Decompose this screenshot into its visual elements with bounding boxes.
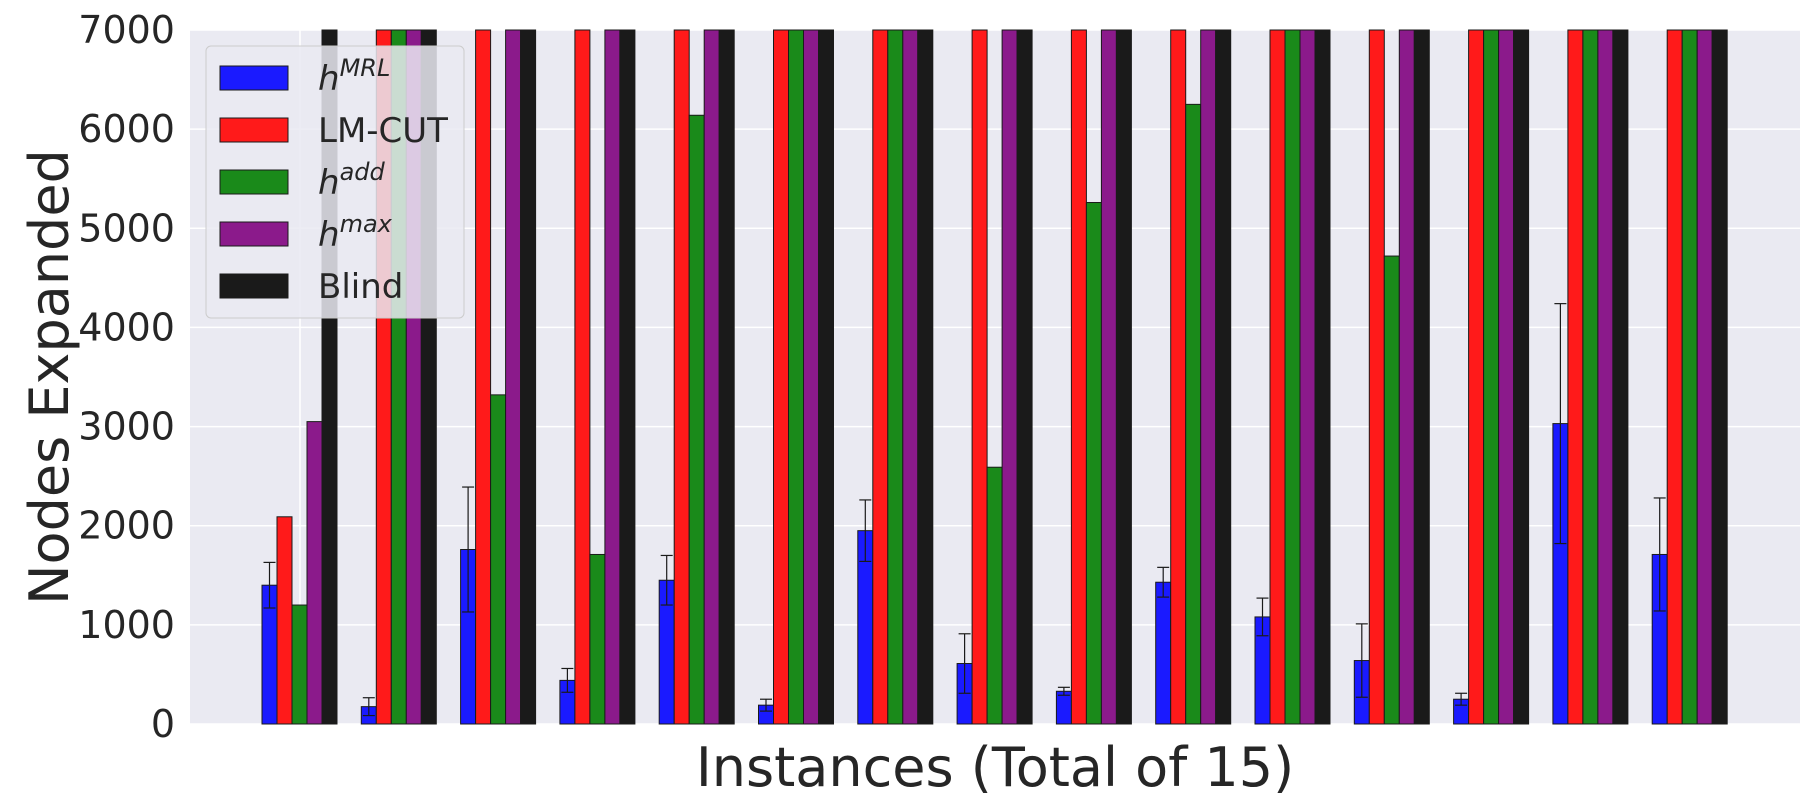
bar-max-4 — [604, 29, 621, 725]
bar-blind-11 — [1314, 29, 1331, 725]
legend-swatch-add — [219, 169, 289, 195]
bar-mrl-9 — [1055, 690, 1072, 725]
bar-add-14 — [1582, 29, 1599, 725]
legend-swatch-blind — [219, 273, 289, 299]
y-tick-label: 0 — [151, 702, 175, 746]
bar-add-4 — [589, 553, 606, 725]
bar-add-9 — [1085, 202, 1102, 725]
bar-blind-15 — [1711, 29, 1728, 725]
bar-max-12 — [1398, 29, 1415, 725]
bar-add-12 — [1383, 255, 1400, 725]
bar-max-9 — [1100, 29, 1117, 725]
bar-blind-13 — [1513, 29, 1530, 725]
bar-lm-cut-4 — [574, 29, 591, 725]
x-axis-label: Instances (Total of 15) — [696, 736, 1294, 799]
bar-blind-5 — [718, 29, 735, 725]
bar-max-13 — [1498, 29, 1515, 725]
y-tick-label: 7000 — [78, 8, 175, 52]
legend-label-max: hmax — [318, 210, 393, 255]
bar-add-3 — [490, 394, 507, 725]
bar-add-13 — [1483, 29, 1500, 725]
bar-lm-cut-14 — [1567, 29, 1584, 725]
bar-add-5 — [688, 114, 705, 725]
bar-lm-cut-8 — [971, 29, 988, 725]
bar-blind-7 — [917, 29, 934, 725]
legend-label-blind: Blind — [318, 267, 403, 307]
error-bars-group — [263, 303, 1666, 717]
bar-mrl-10 — [1155, 581, 1172, 725]
bar-max-10 — [1200, 29, 1217, 725]
bar-max-11 — [1299, 29, 1316, 725]
bars-group — [261, 29, 1728, 725]
bar-lm-cut-10 — [1170, 29, 1187, 725]
bar-blind-6 — [818, 29, 834, 725]
legend-label-lm-cut: LM-CUT — [318, 111, 448, 151]
bar-add-6 — [788, 29, 804, 725]
bar-blind-8 — [1016, 29, 1033, 725]
legend-label-mrl: hMRL — [318, 54, 390, 99]
bar-lm-cut-5 — [673, 29, 690, 725]
bar-lm-cut-15 — [1666, 29, 1683, 725]
y-tick-label: 1000 — [78, 603, 175, 647]
bar-add-1 — [291, 604, 308, 725]
legend-swatch-lm-cut — [219, 117, 289, 143]
y-tick-label: 6000 — [78, 107, 175, 151]
y-tick-label: 5000 — [78, 206, 175, 250]
y-tick-label: 2000 — [78, 504, 175, 548]
legend-box — [205, 45, 465, 319]
bar-max-7 — [902, 29, 919, 725]
y-tick-labels: 0 1000 2000 3000 4000 5000 6000 7000 — [78, 8, 175, 746]
bar-max-6 — [803, 29, 819, 725]
bar-lm-cut-11 — [1269, 29, 1286, 725]
bar-add-11 — [1284, 29, 1301, 725]
bar-add-8 — [986, 466, 1003, 725]
legend-label-add: hadd — [318, 158, 386, 203]
bar-lm-cut-12 — [1368, 29, 1385, 725]
bar-max-8 — [1001, 29, 1018, 725]
legend-swatch-max — [219, 221, 289, 247]
bar-blind-12 — [1413, 29, 1430, 725]
bar-lm-cut-3 — [475, 29, 492, 725]
bar-max-3 — [505, 29, 522, 725]
bar-max-14 — [1597, 29, 1614, 725]
bar-max-15 — [1696, 29, 1713, 725]
bar-lm-cut-6 — [773, 29, 789, 725]
bar-add-10 — [1185, 103, 1202, 725]
y-tick-label: 4000 — [78, 305, 175, 349]
bar-lm-cut-13 — [1468, 29, 1485, 725]
bar-lm-cut-9 — [1070, 29, 1087, 725]
y-tick-label: 3000 — [78, 405, 175, 449]
bar-blind-14 — [1612, 29, 1629, 725]
bar-blind-3 — [520, 29, 537, 725]
y-axis-label: Nodes Expanded — [18, 149, 81, 605]
bar-max-5 — [703, 29, 720, 725]
legend: hMRL LM-CUT hadd hmax Blind — [205, 45, 465, 319]
legend-swatch-mrl — [219, 65, 289, 91]
bar-blind-10 — [1215, 29, 1232, 725]
bar-max-1 — [306, 421, 323, 725]
bar-blind-4 — [619, 29, 636, 725]
bar-add-15 — [1681, 29, 1698, 725]
bar-lm-cut-1 — [276, 516, 293, 725]
bar-add-7 — [887, 29, 904, 725]
bar-lm-cut-7 — [872, 29, 889, 725]
bar-blind-9 — [1115, 29, 1132, 725]
